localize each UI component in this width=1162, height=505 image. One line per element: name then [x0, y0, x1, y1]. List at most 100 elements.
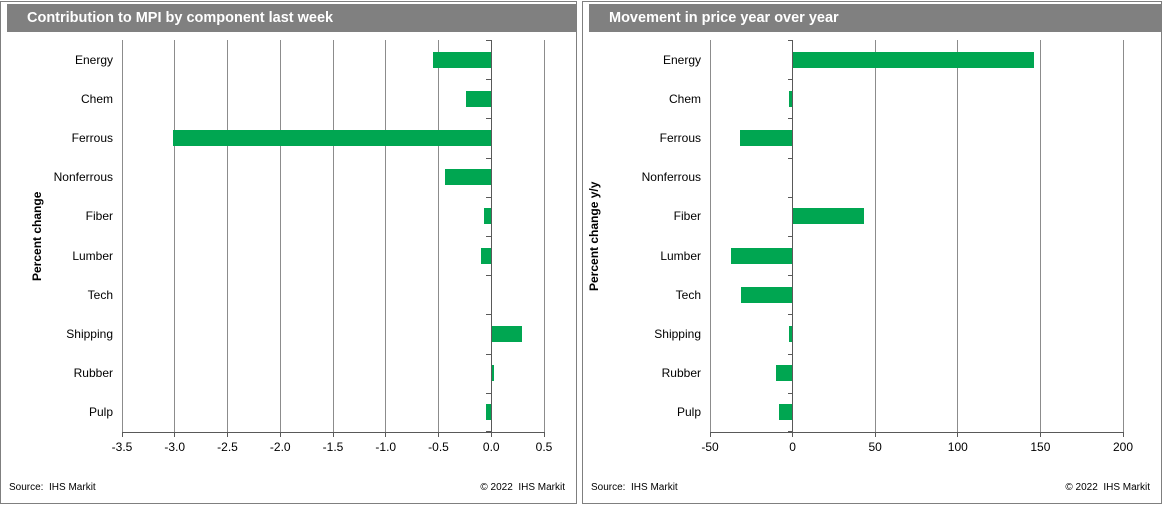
x-axis-tick-label: 100	[947, 440, 968, 454]
gridline	[709, 40, 711, 432]
source-note: Source: IHS Markit	[9, 482, 96, 493]
x-axis-tick-label: 200	[1112, 440, 1134, 454]
category-axis-labels: Energy Chem Ferrous Nonferrous Fiber Lumber Te…	[1, 40, 113, 432]
x-axis-line	[710, 432, 1123, 433]
gridline	[543, 40, 545, 432]
category-axis-tick	[486, 353, 492, 355]
category-axis-tick	[787, 353, 793, 355]
axis-tick	[174, 432, 176, 437]
bar-nonferrous	[444, 169, 492, 186]
category-axis-tick	[486, 431, 492, 432]
x-axis-tick-label: 150	[1030, 440, 1051, 454]
gridline	[332, 40, 334, 432]
category-label: Shipping	[66, 326, 113, 341]
category-label: Tech	[675, 287, 701, 302]
chart-panel-mpi-contribution: Contribution to MPI by component last we…	[0, 1, 577, 504]
axis-tick	[385, 432, 387, 437]
bar-energy	[793, 51, 1035, 68]
category-axis-tick	[787, 314, 793, 316]
category-axis-tick	[787, 431, 793, 432]
category-label: Pulp	[88, 405, 113, 420]
x-axis-tick-label: 0	[789, 440, 796, 454]
gridline	[1039, 40, 1041, 432]
category-axis-tick	[787, 118, 793, 120]
bar-ferrous	[739, 130, 793, 146]
gridline	[1122, 40, 1124, 432]
category-label: Nonferrous	[53, 170, 113, 185]
category-axis-tick	[486, 392, 492, 394]
x-axis-tick-label: -2.5	[217, 440, 238, 454]
x-axis-tick-label: -1.5	[322, 440, 344, 454]
chart-title: Contribution to MPI by component last we…	[7, 4, 576, 32]
bar-shipping	[491, 326, 523, 342]
gridline	[438, 40, 439, 432]
bar-chem	[465, 90, 492, 107]
bar-energy	[433, 51, 492, 68]
category-label: Chem	[80, 91, 113, 106]
axis-tick	[957, 432, 959, 437]
category-label: Lumber	[660, 248, 701, 263]
x-axis-tick-label: -3.0	[164, 440, 186, 454]
axis-tick	[874, 432, 876, 437]
source-note: Source: IHS Markit	[591, 482, 678, 493]
category-axis-tick	[787, 196, 793, 198]
bar-fiber	[793, 208, 865, 225]
gridline	[227, 40, 228, 432]
axis-tick	[121, 432, 123, 437]
category-label: Shipping	[654, 326, 701, 341]
category-label: Energy	[662, 52, 701, 67]
plot-area	[121, 40, 545, 437]
bar-tech	[741, 286, 793, 303]
category-axis-tick	[787, 40, 793, 41]
bar-ferrous	[172, 130, 492, 146]
zero-axis	[490, 40, 492, 432]
category-label: Lumber	[72, 248, 113, 263]
category-axis-tick	[486, 275, 492, 277]
category-label: Pulp	[676, 405, 701, 420]
category-label: Tech	[87, 287, 113, 302]
bar-shipping	[789, 326, 793, 342]
bar-chem	[789, 90, 793, 107]
axis-tick	[543, 432, 545, 437]
gridline	[957, 40, 959, 432]
category-axis-tick	[486, 236, 492, 237]
gridline	[174, 40, 176, 432]
x-axis-tick-label: 50	[868, 440, 882, 454]
x-axis-tick-label: -50	[701, 440, 719, 454]
category-axis-tick	[486, 314, 492, 316]
x-axis-tick-label: -3.5	[111, 440, 133, 454]
axis-tick	[332, 432, 334, 437]
category-axis-tick	[787, 236, 793, 237]
gridline	[279, 40, 281, 432]
chart-footer: Source: IHS Markit © 2022 IHS Markit	[9, 482, 565, 493]
gridline	[121, 40, 123, 432]
category-label: Rubber	[73, 366, 113, 381]
gridline	[385, 40, 387, 432]
axis-tick	[490, 432, 492, 437]
bar-fiber	[483, 208, 492, 225]
category-label: Fiber	[85, 209, 113, 224]
chart-title: Movement in price year over year	[589, 4, 1161, 32]
axis-tick	[1039, 432, 1041, 437]
category-axis-tick	[486, 40, 492, 41]
category-axis-tick	[486, 196, 492, 198]
x-axis-line	[122, 432, 544, 433]
x-axis-tick-label: -0.5	[428, 440, 449, 454]
bar-pulp	[485, 404, 492, 421]
axis-tick	[279, 432, 281, 437]
chart-panel-price-movement: Movement in price year over year Percent…	[582, 1, 1162, 504]
axis-tick	[792, 432, 794, 437]
category-axis-tick	[787, 157, 793, 159]
x-axis-tick-label: 0.0	[482, 440, 500, 454]
category-label: Ferrous	[659, 130, 701, 145]
bar-rubber	[776, 365, 793, 382]
copyright-note: © 2022 IHS Markit	[480, 482, 565, 493]
x-axis-tick-label: -1.0	[375, 440, 397, 454]
x-axis-tick-label: -2.0	[269, 440, 291, 454]
axis-tick	[709, 432, 711, 437]
axis-tick	[227, 432, 228, 437]
category-label: Rubber	[661, 366, 701, 381]
category-label: Chem	[668, 91, 701, 106]
gridline	[874, 40, 876, 432]
